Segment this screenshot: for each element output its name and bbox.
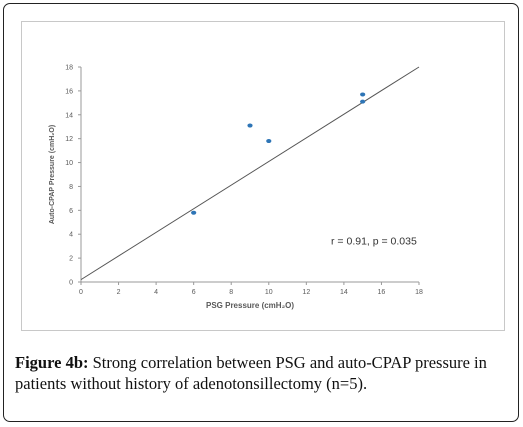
y-tick-label: 2 — [69, 256, 73, 263]
figure-caption-text: Strong correlation between PSG and auto-… — [15, 353, 487, 393]
y-tick-label: 14 — [65, 112, 73, 119]
figure-label: Figure 4b: — [15, 353, 89, 372]
scatter-chart: 0 2 4 6 8 10 12 14 16 18 0 2 4 6 8 10 12 14 16 18 PSG Pressu… — [49, 65, 423, 311]
y-axis-title: Auto-CPAP Pressure (cmH₂O) — [49, 125, 56, 224]
data-point — [360, 99, 366, 104]
data-point — [247, 123, 253, 128]
x-tick-label: 16 — [378, 289, 386, 296]
data-point — [191, 210, 197, 215]
y-tick-label: 16 — [65, 88, 73, 95]
x-tick-label: 12 — [302, 289, 310, 296]
trendline — [80, 66, 420, 281]
data-point — [266, 139, 272, 144]
data-point — [360, 92, 366, 97]
figure-frame: 0 2 4 6 8 10 12 14 16 18 0 2 4 6 8 10 12 14 16 18 PSG Pressu… — [3, 3, 519, 422]
y-tick-label: 4 — [69, 232, 73, 239]
x-axis-title: PSG Pressure (cmH₂O) — [206, 301, 294, 310]
figure-caption: Figure 4b: Strong correlation between PS… — [15, 352, 515, 394]
y-tick-label: 18 — [65, 65, 73, 72]
chart-area — [21, 21, 505, 331]
y-tick-label: 0 — [69, 280, 73, 287]
x-tick-label: 6 — [192, 289, 196, 296]
x-tick-label: 2 — [117, 289, 121, 296]
correlation-annotation: r = 0.91, p = 0.035 — [331, 235, 417, 247]
x-tick-label: 10 — [265, 289, 273, 296]
x-tick-label: 0 — [79, 289, 83, 296]
x-tick-label: 18 — [415, 289, 423, 296]
y-tick-label: 12 — [65, 136, 73, 143]
y-tick-label: 6 — [69, 208, 73, 215]
x-tick-label: 14 — [340, 289, 348, 296]
y-tick-label: 8 — [69, 184, 73, 191]
y-tick-label: 10 — [65, 160, 73, 167]
x-tick-label: 8 — [229, 289, 233, 296]
x-tick-label: 4 — [154, 289, 158, 296]
